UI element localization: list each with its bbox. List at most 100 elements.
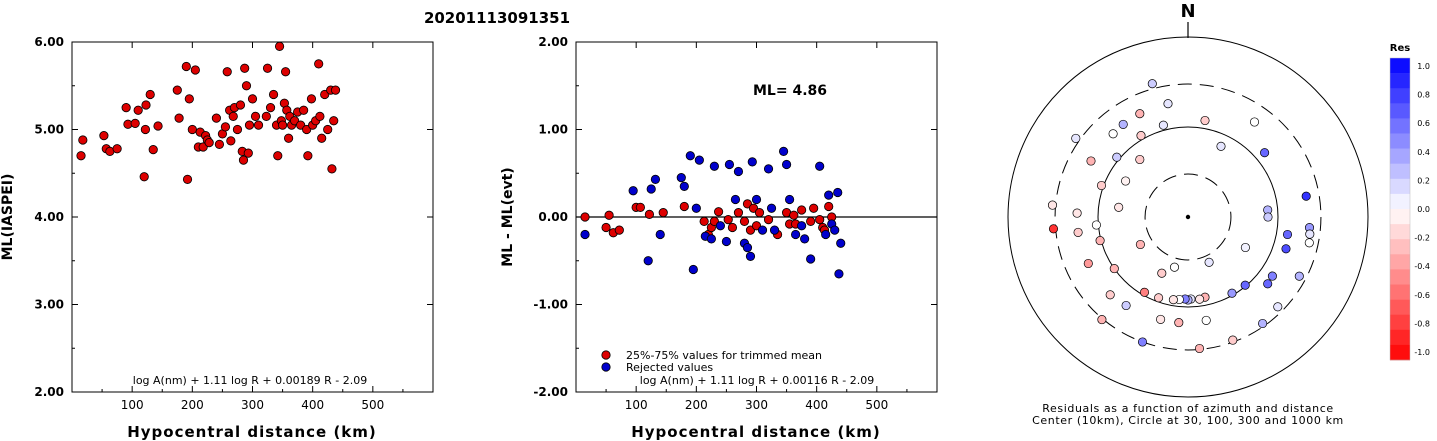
middle-x-tick-label: 300 bbox=[745, 398, 768, 412]
middle-point-series-0 bbox=[806, 216, 816, 226]
colorbar-tick-label: 0.0 bbox=[1417, 205, 1430, 214]
middle-point-series-1 bbox=[676, 173, 686, 183]
colorbar-cell bbox=[1390, 284, 1410, 300]
left-y-tick-label: 4.00 bbox=[34, 210, 64, 224]
left-point-series-0 bbox=[204, 138, 214, 148]
left-point-series-0 bbox=[78, 135, 88, 145]
colorbar-cell bbox=[1390, 209, 1410, 225]
left-point-series-0 bbox=[220, 122, 231, 132]
formula-middle: log A(nm) + 1.11 log R + 0.00116 R - 2.0… bbox=[640, 374, 874, 387]
colorbar-cell bbox=[1390, 163, 1410, 180]
middle-point-series-1 bbox=[751, 194, 762, 205]
polar-station-point bbox=[1258, 318, 1268, 329]
middle-point-series-1 bbox=[834, 269, 844, 279]
polar-station-point bbox=[1260, 148, 1270, 158]
left-point-series-0 bbox=[235, 100, 246, 110]
y-axis-label-left: ML(IASPEI) bbox=[0, 174, 16, 261]
left-point-series-0 bbox=[327, 164, 337, 174]
left-point-series-0 bbox=[139, 172, 149, 182]
middle-point-series-0 bbox=[739, 216, 750, 226]
left-x-tick-label: 100 bbox=[121, 398, 144, 412]
middle-point-series-1 bbox=[806, 254, 816, 264]
polar-caption-line-1: Residuals as a function of azimuth and d… bbox=[1042, 402, 1333, 415]
left-point-series-0 bbox=[280, 67, 291, 77]
middle-point-series-1 bbox=[742, 243, 753, 253]
left-point-series-0 bbox=[187, 124, 197, 135]
colorbar-tick-label: -0.6 bbox=[1414, 291, 1430, 300]
middle-point-series-1 bbox=[797, 221, 807, 231]
colorbar-cell bbox=[1390, 239, 1410, 255]
polar-station-point bbox=[1201, 315, 1211, 325]
middle-point-series-1 bbox=[763, 164, 774, 174]
polar-station-point bbox=[1097, 315, 1107, 325]
left-point-series-0 bbox=[314, 59, 324, 69]
polar-station-point bbox=[1135, 239, 1145, 250]
polar-station-point bbox=[1136, 131, 1146, 141]
colorbar-tick-label: 0.4 bbox=[1417, 148, 1430, 157]
left-point-series-0 bbox=[184, 94, 194, 104]
polar-station-point bbox=[1156, 314, 1166, 324]
colorbar-tick-label: -1.0 bbox=[1414, 348, 1430, 357]
middle-point-series-1 bbox=[821, 229, 831, 240]
middle-point-series-1 bbox=[709, 161, 719, 171]
x-axis-label-middle: Hypocentral distance (km) bbox=[631, 423, 881, 441]
colorbar-tick-label: 0.2 bbox=[1417, 176, 1430, 185]
polar-station-point bbox=[1267, 271, 1277, 281]
left-point-series-0 bbox=[240, 63, 250, 73]
polar-station-point bbox=[1240, 280, 1250, 290]
left-point-series-0 bbox=[141, 100, 151, 110]
polar-station-point bbox=[1121, 176, 1131, 186]
polar-station-point bbox=[1112, 152, 1122, 162]
polar-center bbox=[1185, 214, 1191, 220]
distance-circle-100km bbox=[1097, 126, 1279, 308]
left-point-series-0 bbox=[214, 139, 225, 149]
left-x-tick-label: 500 bbox=[361, 398, 384, 412]
middle-point-series-1 bbox=[745, 251, 756, 261]
left-point-series-0 bbox=[244, 120, 255, 130]
left-point-series-0 bbox=[274, 41, 285, 51]
polar-station-point bbox=[1108, 129, 1118, 139]
colorbar-cell bbox=[1390, 344, 1410, 361]
middle-point-series-1 bbox=[781, 159, 792, 170]
colorbar-tick-label: -0.2 bbox=[1414, 234, 1430, 243]
left-point-series-0 bbox=[121, 103, 131, 113]
colorbar-cell bbox=[1390, 88, 1410, 104]
middle-point-series-0 bbox=[604, 210, 614, 220]
polar-station-point bbox=[1135, 109, 1145, 119]
middle-point-series-0 bbox=[797, 205, 807, 215]
left-point-series-0 bbox=[222, 67, 232, 77]
middle-point-series-1 bbox=[784, 194, 795, 205]
left-y-tick-label: 6.00 bbox=[34, 35, 64, 49]
plot-ml-vs-distance: 100 200 300 400 500 2.00 3.00 4.00 5.00 6.00 log … bbox=[0, 35, 434, 441]
middle-point-series-0 bbox=[580, 212, 590, 222]
middle-point-series-0 bbox=[763, 215, 774, 225]
middle-point-series-0 bbox=[601, 222, 611, 233]
colorbar-cell bbox=[1390, 299, 1410, 315]
polar-station-point bbox=[1109, 264, 1119, 274]
legend-marker-trimmed bbox=[601, 350, 611, 360]
middle-point-series-1 bbox=[791, 229, 801, 240]
polar-station-point bbox=[1073, 227, 1083, 237]
left-point-series-0 bbox=[329, 116, 339, 126]
colorbar-tick-label: -0.8 bbox=[1414, 319, 1430, 328]
colorbar-cell bbox=[1390, 133, 1410, 149]
middle-point-series-0 bbox=[815, 215, 825, 225]
left-point-series-0 bbox=[238, 155, 249, 165]
middle-point-series-1 bbox=[706, 234, 716, 244]
middle-point-series-1 bbox=[715, 221, 726, 231]
polar-station-point bbox=[1204, 257, 1214, 267]
left-point-series-0 bbox=[243, 148, 253, 158]
left-point-series-0 bbox=[250, 111, 261, 121]
polar-station-point bbox=[1157, 268, 1167, 278]
figure-title: 20201113091351 bbox=[424, 9, 570, 27]
left-point-series-0 bbox=[247, 94, 258, 104]
legend-marker-rejected bbox=[601, 362, 611, 372]
middle-point-series-1 bbox=[721, 236, 732, 247]
distance-circle-1000km bbox=[1007, 36, 1369, 398]
north-label: N bbox=[1180, 1, 1195, 22]
left-point-series-0 bbox=[76, 151, 86, 161]
left-point-series-0 bbox=[299, 105, 309, 115]
middle-point-series-1 bbox=[824, 190, 834, 200]
colorbar-cell bbox=[1390, 148, 1410, 164]
polar-station-point bbox=[1305, 229, 1315, 239]
